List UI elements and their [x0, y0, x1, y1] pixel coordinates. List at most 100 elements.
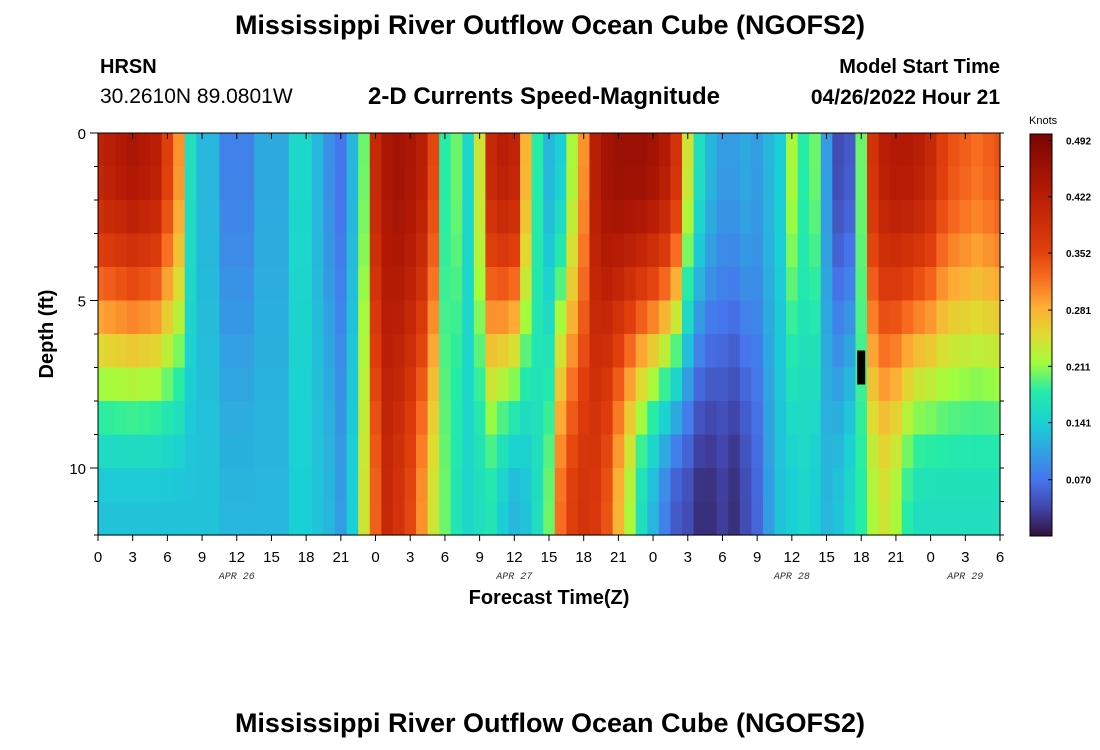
heatmap-cell: [982, 233, 995, 268]
heatmap-cell: [959, 501, 972, 536]
heatmap-cell: [936, 401, 949, 436]
heatmap-cell: [681, 501, 695, 536]
x-tick-label: 3: [406, 549, 414, 566]
heatmap-cell: [358, 434, 371, 469]
heatmap-cell: [670, 334, 683, 369]
heatmap-cell: [323, 267, 336, 302]
heatmap-cell: [98, 133, 105, 168]
heatmap-cell: [728, 233, 741, 268]
heatmap-cell: [554, 267, 567, 302]
heatmap-cell: [381, 200, 394, 235]
heatmap-cell: [936, 267, 949, 302]
heatmap-cell: [716, 300, 729, 335]
heatmap-cell: [554, 133, 567, 168]
heatmap-cell: [739, 434, 752, 469]
heatmap-cell: [577, 200, 591, 235]
heatmap-cell: [855, 401, 868, 436]
heatmap-cell: [381, 334, 394, 369]
heatmap-cell: [404, 334, 417, 369]
model-start-date: 04/26/2022 Hour 21: [810, 86, 1000, 109]
heatmap-cell: [647, 401, 660, 436]
x-tick-label: 21: [610, 549, 627, 566]
heatmap-cell: [439, 300, 452, 335]
heatmap-cell: [335, 233, 348, 268]
heatmap-cell: [311, 501, 325, 536]
heatmap-cell: [184, 468, 197, 503]
heatmap-cell: [485, 468, 498, 503]
heatmap-cell: [543, 300, 556, 335]
heatmap-cell: [924, 501, 937, 536]
heatmap-cell: [103, 200, 116, 235]
heatmap-cell: [797, 501, 810, 536]
heatmap-cell: [439, 401, 452, 436]
heatmap-cell: [404, 200, 417, 235]
heatmap-cell: [311, 367, 325, 402]
heatmap-cell: [404, 501, 417, 536]
heatmap-cell: [890, 468, 903, 503]
heatmap-cell: [392, 267, 406, 302]
heatmap-cell: [843, 334, 857, 369]
heatmap-cell: [161, 468, 174, 503]
heatmap-cell: [508, 300, 521, 335]
heatmap-cell: [335, 133, 348, 168]
heatmap-cell: [161, 133, 174, 168]
heatmap-cell: [647, 166, 660, 201]
heatmap-cell: [601, 468, 614, 503]
heatmap-cell: [427, 401, 440, 436]
heatmap-cell: [809, 267, 822, 302]
heatmap-cell: [450, 200, 463, 235]
heatmap-cell: [369, 468, 382, 503]
heatmap-cell: [693, 468, 706, 503]
colorbar-tick-label: 0.352: [1066, 249, 1091, 260]
heatmap-cell: [450, 233, 463, 268]
heatmap-cell: [219, 200, 255, 235]
x-tick-label: 6: [163, 549, 171, 566]
heatmap-cell: [138, 367, 151, 402]
heatmap-cell: [774, 367, 787, 402]
heatmap-cell: [416, 300, 429, 335]
heatmap-cell: [219, 367, 255, 402]
heatmap-cell: [739, 367, 752, 402]
heatmap-cell: [115, 166, 128, 201]
heatmap-cell: [774, 401, 787, 436]
heatmap-cell: [184, 367, 197, 402]
heatmap-cell: [994, 166, 1001, 201]
heatmap-cell: [427, 367, 440, 402]
heatmap-cell: [150, 133, 163, 168]
heatmap-cell: [126, 233, 140, 268]
heatmap-cell: [115, 200, 128, 235]
heatmap-cell: [150, 367, 163, 402]
heatmap-cell: [635, 267, 648, 302]
heatmap-cell: [762, 300, 776, 335]
heatmap-cell: [786, 334, 799, 369]
heatmap-cell: [196, 166, 221, 201]
heatmap-cell: [311, 300, 325, 335]
heatmap-cell: [681, 166, 695, 201]
x-axis-title: Forecast Time(Z): [469, 587, 630, 609]
heatmap-cell: [462, 166, 475, 201]
heatmap-cell: [994, 200, 1001, 235]
heatmap-cell: [554, 434, 567, 469]
heatmap-cell: [913, 501, 926, 536]
date-label: APR 28: [773, 572, 810, 583]
heatmap-cell: [786, 200, 799, 235]
heatmap-cell: [404, 267, 417, 302]
heatmap-cell: [138, 468, 151, 503]
heatmap-cell: [624, 133, 637, 168]
heatmap-cell: [381, 434, 394, 469]
heatmap-cell: [115, 133, 128, 168]
heatmap-cell: [589, 434, 602, 469]
heatmap-cell: [589, 267, 602, 302]
heatmap-cell: [462, 501, 475, 536]
heatmap-cell: [473, 434, 486, 469]
heatmap-cell: [346, 300, 359, 335]
heatmap-cell: [543, 501, 556, 536]
heatmap-cell: [762, 434, 776, 469]
x-tick-label: 9: [753, 549, 761, 566]
heatmap-cell: [496, 133, 510, 168]
heatmap-cell: [647, 267, 660, 302]
heatmap-cell: [115, 434, 128, 469]
heatmap-cell: [138, 300, 151, 335]
heatmap-cell: [115, 334, 128, 369]
heatmap-cell: [392, 200, 406, 235]
